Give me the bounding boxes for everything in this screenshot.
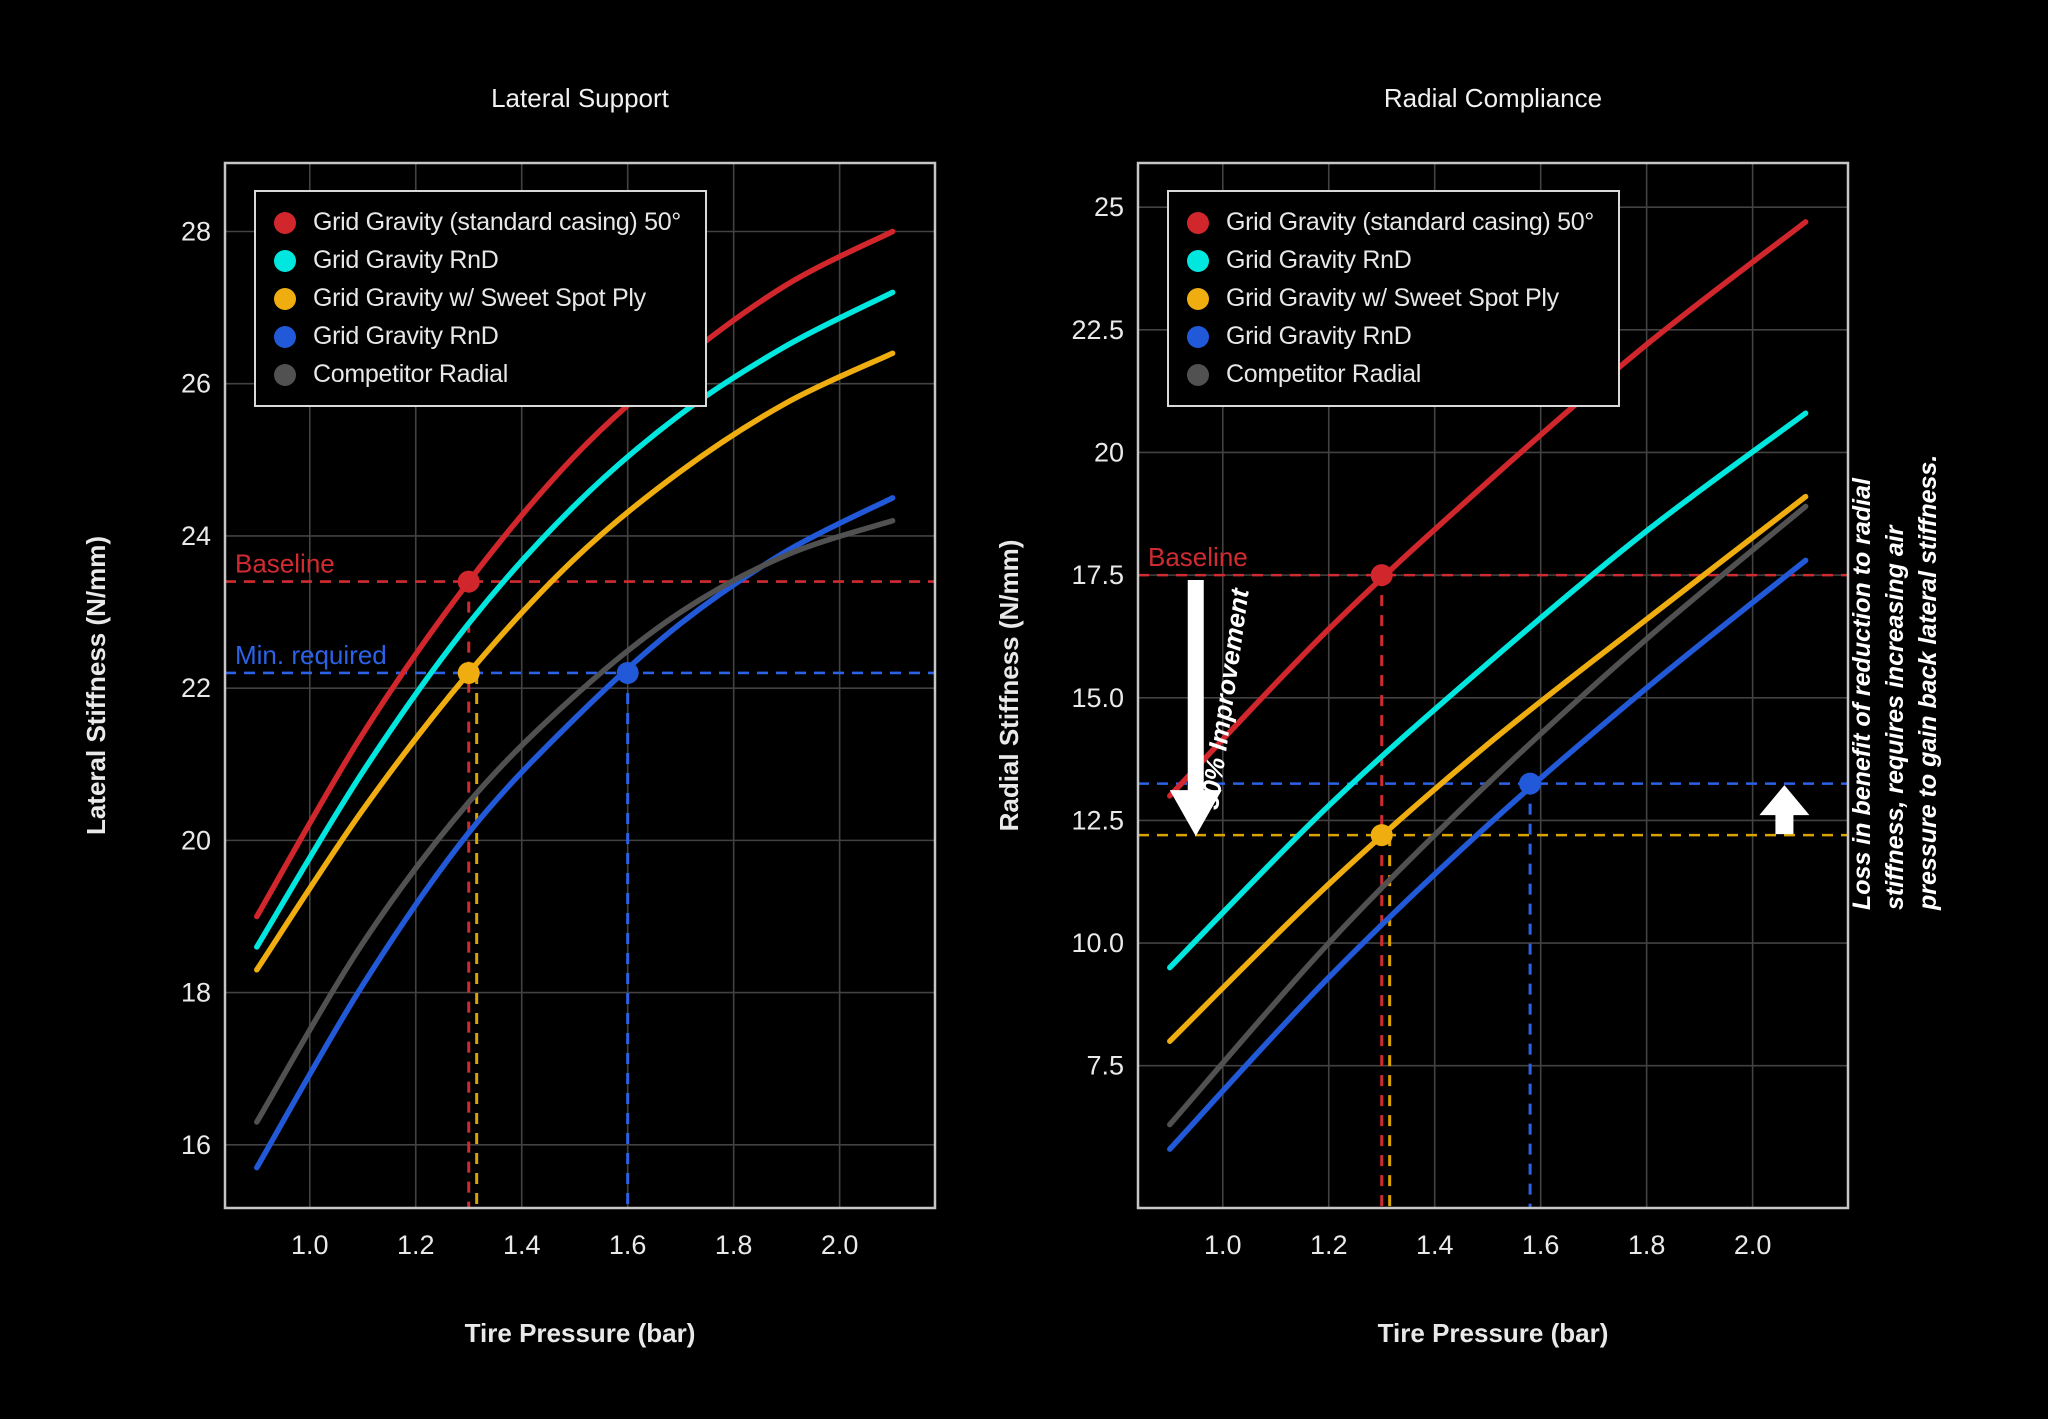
x-axis-label: Tire Pressure (bar)	[465, 1318, 696, 1348]
legend-item: Grid Gravity (standard casing) 50°	[1187, 208, 1594, 237]
x-tick-label: 1.2	[397, 1230, 435, 1260]
x-tick-label: 1.0	[1204, 1230, 1242, 1260]
x-tick-label: 1.6	[1522, 1230, 1560, 1260]
up-arrow-annotation	[1759, 785, 1810, 835]
legend-label: Grid Gravity RnD	[1226, 246, 1412, 274]
y-tick-label: 15.0	[1071, 683, 1124, 713]
side-caption-annotation: Loss in benefit of reduction to radial s…	[1848, 454, 1942, 910]
legend-label: Grid Gravity RnD	[313, 322, 499, 350]
legend-swatch-icon	[274, 363, 296, 386]
legend-swatch-icon	[274, 287, 296, 310]
series-line-2	[254, 350, 896, 973]
chart-title: Radial Compliance	[1384, 83, 1602, 113]
legend-label: Grid Gravity w/ Sweet Spot Ply	[1226, 284, 1559, 312]
x-axis-label: Tire Pressure (bar)	[1378, 1318, 1609, 1348]
series-line-1	[1167, 410, 1809, 971]
legend-item: Grid Gravity w/ Sweet Spot Ply	[274, 284, 681, 313]
legend-item: Grid Gravity RnD	[274, 246, 681, 275]
legend-swatch-icon	[1187, 249, 1209, 272]
y-tick-label: 12.5	[1071, 805, 1124, 835]
series-line-0	[254, 228, 896, 920]
legend-swatch-icon	[274, 211, 296, 234]
y-tick-label: 17.5	[1071, 560, 1124, 590]
series-line-3	[254, 495, 896, 1171]
data-point-marker	[1370, 824, 1393, 847]
legend-swatch-icon	[1187, 325, 1209, 348]
y-tick-label: 20	[181, 825, 211, 855]
legend-swatch-icon	[1187, 211, 1209, 234]
data-point-marker	[1370, 564, 1393, 587]
x-tick-label: 1.2	[1310, 1230, 1348, 1260]
guide-hline-label: Min. required	[235, 640, 387, 670]
y-tick-label: 7.5	[1086, 1051, 1124, 1081]
legend-label: Grid Gravity RnD	[1226, 322, 1412, 350]
x-tick-label: 1.8	[715, 1230, 753, 1260]
series-line-2	[1167, 493, 1809, 1044]
down-arrow-annotation	[1169, 580, 1222, 837]
legend-swatch-icon	[1187, 363, 1209, 386]
guide-hline-label: Baseline	[235, 549, 335, 579]
y-tick-label: 24	[181, 521, 211, 551]
legend-item: Grid Gravity RnD	[274, 322, 681, 351]
y-tick-label: 28	[181, 216, 211, 246]
data-point-marker	[1519, 772, 1542, 795]
legend-label: Grid Gravity RnD	[313, 246, 499, 274]
y-axis-label: Radial Stiffness (N/mm)	[994, 540, 1024, 832]
guide-hline-label: Baseline	[1148, 542, 1248, 572]
series-line-0	[1167, 219, 1809, 799]
legend-swatch-icon	[274, 325, 296, 348]
y-tick-label: 26	[181, 369, 211, 399]
legend-label: Grid Gravity (standard casing) 50°	[313, 208, 681, 236]
series-line-3	[1167, 557, 1809, 1152]
x-tick-label: 2.0	[821, 1230, 859, 1260]
x-tick-label: 1.4	[503, 1230, 541, 1260]
y-tick-label: 22.5	[1071, 315, 1124, 345]
plot-border	[223, 161, 937, 1210]
x-tick-label: 1.0	[291, 1230, 329, 1260]
y-axis-label: Lateral Stiffness (N/mm)	[81, 536, 111, 835]
y-tick-label: 22	[181, 673, 211, 703]
x-tick-label: 2.0	[1734, 1230, 1772, 1260]
y-tick-label: 16	[181, 1130, 211, 1160]
data-point-marker	[616, 661, 639, 684]
legend-item: Grid Gravity RnD	[1187, 246, 1594, 275]
data-point-marker	[457, 570, 480, 593]
series-line-4	[254, 517, 896, 1125]
legend-item: Competitor Radial	[1187, 360, 1594, 389]
legend-label: Competitor Radial	[313, 360, 508, 388]
y-tick-label: 20	[1094, 437, 1124, 467]
legend-swatch-icon	[274, 249, 296, 272]
legend-label: Grid Gravity w/ Sweet Spot Ply	[313, 284, 646, 312]
legend-swatch-icon	[1187, 287, 1209, 310]
legend-item: Grid Gravity RnD	[1187, 322, 1594, 351]
legend-item: Competitor Radial	[274, 360, 681, 389]
series-line-1	[254, 289, 896, 950]
y-tick-label: 10.0	[1071, 928, 1124, 958]
legend-box-lateral: Grid Gravity (standard casing) 50° Grid G…	[254, 190, 707, 407]
legend-label: Grid Gravity (standard casing) 50°	[1226, 208, 1594, 236]
legend-label: Competitor Radial	[1226, 360, 1421, 388]
legend-item: Grid Gravity w/ Sweet Spot Ply	[1187, 284, 1594, 313]
series-line-4	[1167, 503, 1809, 1128]
x-tick-label: 1.6	[609, 1230, 647, 1260]
legend-box-radial: Grid Gravity (standard casing) 50° Grid G…	[1167, 190, 1620, 407]
data-point-marker	[457, 661, 480, 684]
chart-title: Lateral Support	[491, 83, 670, 113]
y-tick-label: 25	[1094, 192, 1124, 222]
plot-border	[1136, 161, 1850, 1210]
y-tick-label: 18	[181, 978, 211, 1008]
x-tick-label: 1.4	[1416, 1230, 1454, 1260]
legend-item: Grid Gravity (standard casing) 50°	[274, 208, 681, 237]
x-tick-label: 1.8	[1628, 1230, 1666, 1260]
